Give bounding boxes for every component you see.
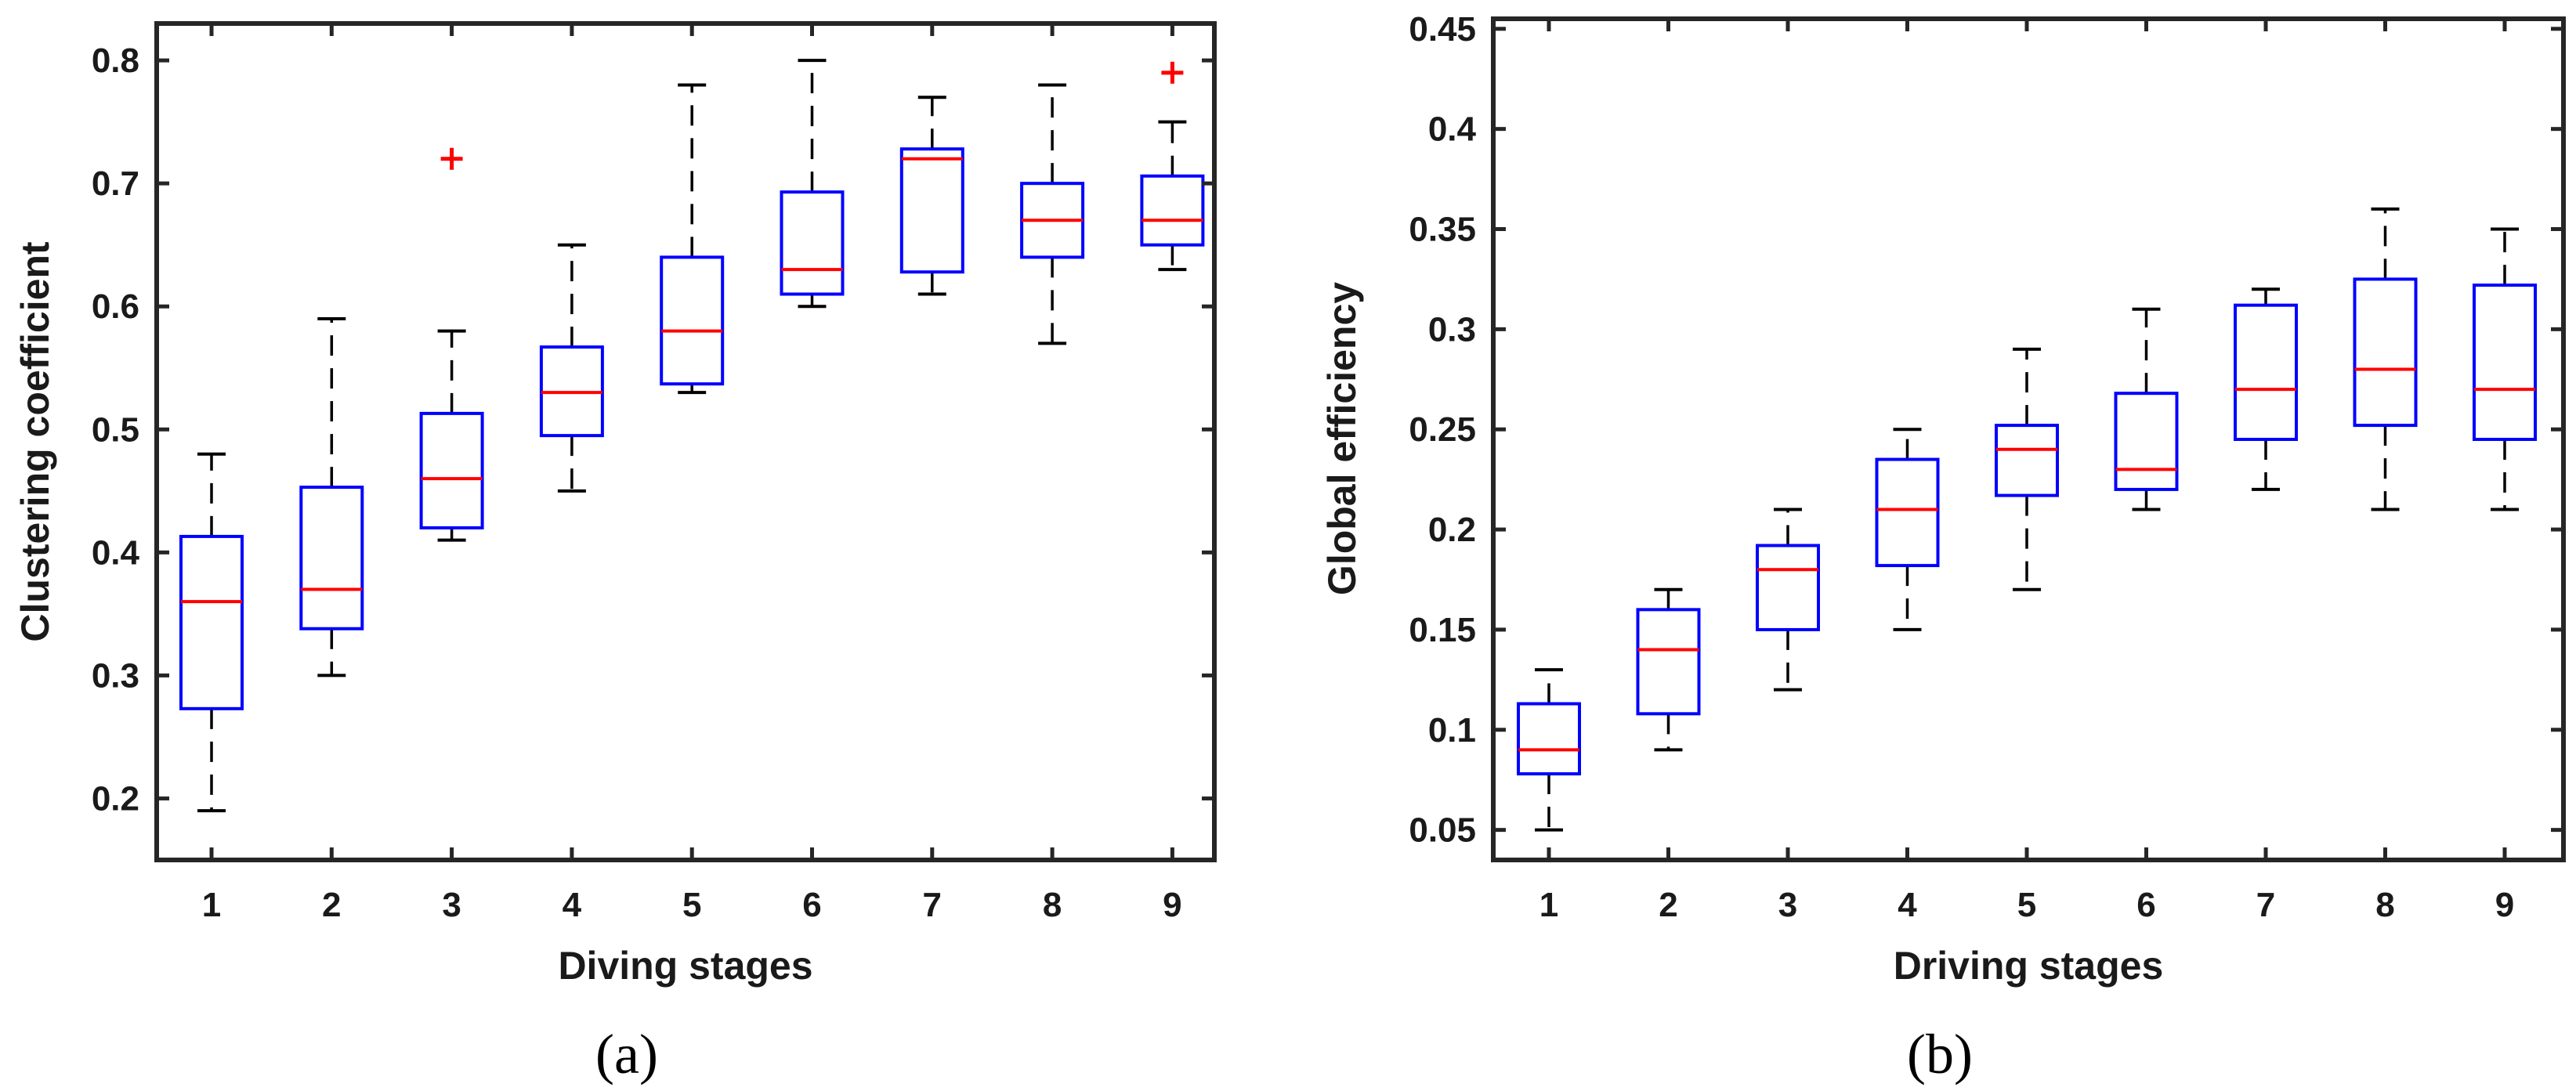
b-y-tick-label: 0.25 xyxy=(1409,410,1476,449)
a-x-tick-label: 4 xyxy=(563,886,582,924)
a-x-tick-label: 6 xyxy=(802,886,821,924)
a-x-tick-label: 2 xyxy=(322,886,341,924)
a-x-tick-label: 9 xyxy=(1163,886,1181,924)
a-box-stage-8 xyxy=(1020,83,1085,345)
b-y-tick-label: 0.15 xyxy=(1409,611,1476,649)
b-y-ticks: 0.05 0.1 0.15 0.2 0.25 0.3 0.35 0.4 0.45 xyxy=(1409,10,2563,850)
a-y-tick-label: 0.4 xyxy=(92,533,140,572)
a-y-tick-label: 0.8 xyxy=(92,42,139,80)
b-box-stage-8 xyxy=(2353,207,2418,511)
b-box-stage-2 xyxy=(1636,587,1701,752)
b-y-tick-label: 0.1 xyxy=(1428,711,1476,750)
a-y-tick-label: 0.6 xyxy=(92,287,139,326)
b-x-axis-title: Driving stages xyxy=(1894,944,2164,988)
b-y-tick-label: 0.4 xyxy=(1428,110,1477,149)
b-box-stage-9 xyxy=(2473,227,2537,511)
chart-panel-a: 0.2 0.3 0.4 0.5 0.6 0.7 0.8 1 2 3 4 5 6 7 8 9 Diving s… xyxy=(13,21,1217,1086)
a-box-stage-4 xyxy=(539,243,604,493)
a-y-tick-label: 0.3 xyxy=(92,656,139,695)
a-outlier-marker xyxy=(440,147,463,170)
a-iqr-box xyxy=(899,147,964,274)
a-iqr-box xyxy=(1140,174,1205,247)
b-box-stage-5 xyxy=(1995,347,2059,591)
a-x-tick-label: 7 xyxy=(923,886,942,924)
b-iqr-box xyxy=(2473,284,2537,441)
b-iqr-box xyxy=(2353,277,2418,428)
a-x-tick-label: 3 xyxy=(442,886,461,924)
b-iqr-box xyxy=(2114,392,2179,491)
a-box-stage-5 xyxy=(660,83,725,395)
b-y-tick-label: 0.35 xyxy=(1409,211,1476,249)
a-outlier-marker xyxy=(1161,61,1184,84)
b-box-stage-3 xyxy=(1756,508,1820,692)
a-iqr-box xyxy=(419,411,484,529)
a-iqr-box xyxy=(299,486,364,630)
a-boxes xyxy=(179,59,1205,813)
b-iqr-box xyxy=(1636,608,1701,716)
a-x-tick-label: 5 xyxy=(682,886,701,924)
b-iqr-box xyxy=(2234,303,2298,441)
a-iqr-box xyxy=(660,255,725,386)
b-axes-frame xyxy=(1491,16,2566,862)
b-y-axis-title: Global efficiency xyxy=(1320,282,1364,595)
b-panel-label: (b) xyxy=(1907,1023,1973,1086)
a-y-ticks: 0.2 0.3 0.4 0.5 0.6 0.7 0.8 xyxy=(92,42,1214,818)
a-box-stage-3 xyxy=(419,147,484,542)
a-x-tick-label: 1 xyxy=(202,886,221,924)
a-y-axis-title: Clustering coefficient xyxy=(13,241,57,642)
b-x-tick-label: 7 xyxy=(2256,886,2275,924)
b-x-tick-label: 3 xyxy=(1778,886,1797,924)
a-box-stage-9 xyxy=(1140,61,1205,272)
b-x-ticks: 1 2 3 4 5 6 7 8 9 xyxy=(1539,19,2514,924)
b-box-stage-1 xyxy=(1517,668,1581,832)
b-box-stage-6 xyxy=(2114,307,2179,511)
a-axes-frame xyxy=(154,21,1217,862)
b-box-stage-7 xyxy=(2234,287,2298,491)
b-y-tick-label: 0.05 xyxy=(1409,811,1476,850)
a-y-tick-label: 0.2 xyxy=(92,779,139,818)
b-x-tick-label: 6 xyxy=(2136,886,2155,924)
a-iqr-box xyxy=(780,190,845,296)
a-box-stage-6 xyxy=(780,59,845,309)
a-x-ticks: 1 2 3 4 5 6 7 8 9 xyxy=(202,23,1182,924)
b-iqr-box xyxy=(1517,702,1581,776)
b-y-tick-label: 0.45 xyxy=(1409,10,1476,49)
a-y-tick-label: 0.5 xyxy=(92,410,139,449)
b-boxes xyxy=(1517,207,2537,832)
b-x-tick-label: 8 xyxy=(2375,886,2394,924)
b-x-tick-label: 5 xyxy=(2017,886,2036,924)
b-iqr-box xyxy=(1756,544,1820,631)
a-y-tick-label: 0.7 xyxy=(92,164,139,203)
b-y-tick-label: 0.2 xyxy=(1428,511,1476,549)
a-iqr-box xyxy=(179,534,244,710)
a-box-stage-7 xyxy=(899,96,964,296)
chart-panel-b: 0.05 0.1 0.15 0.2 0.25 0.3 0.35 0.4 0.45 1 2 3 4 5 6 7… xyxy=(1320,10,2566,1086)
b-x-tick-label: 1 xyxy=(1539,886,1558,924)
a-box-stage-1 xyxy=(179,452,244,813)
b-box-stage-4 xyxy=(1875,428,1940,631)
b-y-tick-label: 0.3 xyxy=(1428,310,1476,349)
a-panel-label: (a) xyxy=(595,1023,658,1086)
b-x-tick-label: 2 xyxy=(1659,886,1677,924)
b-x-tick-label: 4 xyxy=(1898,886,1917,924)
b-iqr-box xyxy=(1995,424,2059,497)
a-x-tick-label: 8 xyxy=(1043,886,1062,924)
b-x-tick-label: 9 xyxy=(2495,886,2514,924)
a-box-stage-2 xyxy=(299,316,364,677)
b-iqr-box xyxy=(1875,457,1940,568)
a-x-axis-title: Diving stages xyxy=(558,944,812,988)
